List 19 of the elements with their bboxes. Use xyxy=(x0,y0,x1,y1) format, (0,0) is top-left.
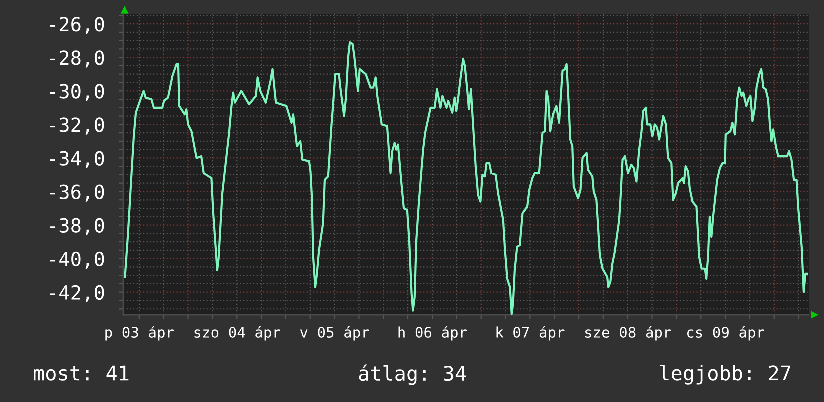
text: átlag: 34 xyxy=(359,364,466,386)
y-tick-label: -30,0 xyxy=(50,84,104,102)
y-tick-label: -34,0 xyxy=(50,151,104,168)
x-tick-label: sze 08 ápr xyxy=(585,326,672,341)
x-tick-label: k 07 ápr xyxy=(496,326,565,341)
x-tick-label: h 06 ápr xyxy=(398,326,468,341)
y-tick-label: -32,0 xyxy=(50,118,104,135)
y-tick-label: -38,0 xyxy=(50,218,104,236)
text: most: 41 xyxy=(34,366,129,381)
y-tick-label: -36,0 xyxy=(50,184,104,202)
x-tick-label: p 03 ápr xyxy=(106,326,174,341)
x-tick-label: cs 09 ápr xyxy=(687,326,765,341)
x-tick-label: szo 04 ápr xyxy=(194,326,280,341)
x-tick-label: v 05 ápr xyxy=(300,326,370,341)
y-tick-label: -42,0 xyxy=(50,285,104,303)
y-tick-label: -28,0 xyxy=(50,50,104,68)
y-tick-label: -26,0 xyxy=(50,17,104,34)
text: legjobb: 27 xyxy=(660,365,790,385)
y-tick-label: -40,0 xyxy=(50,252,104,269)
